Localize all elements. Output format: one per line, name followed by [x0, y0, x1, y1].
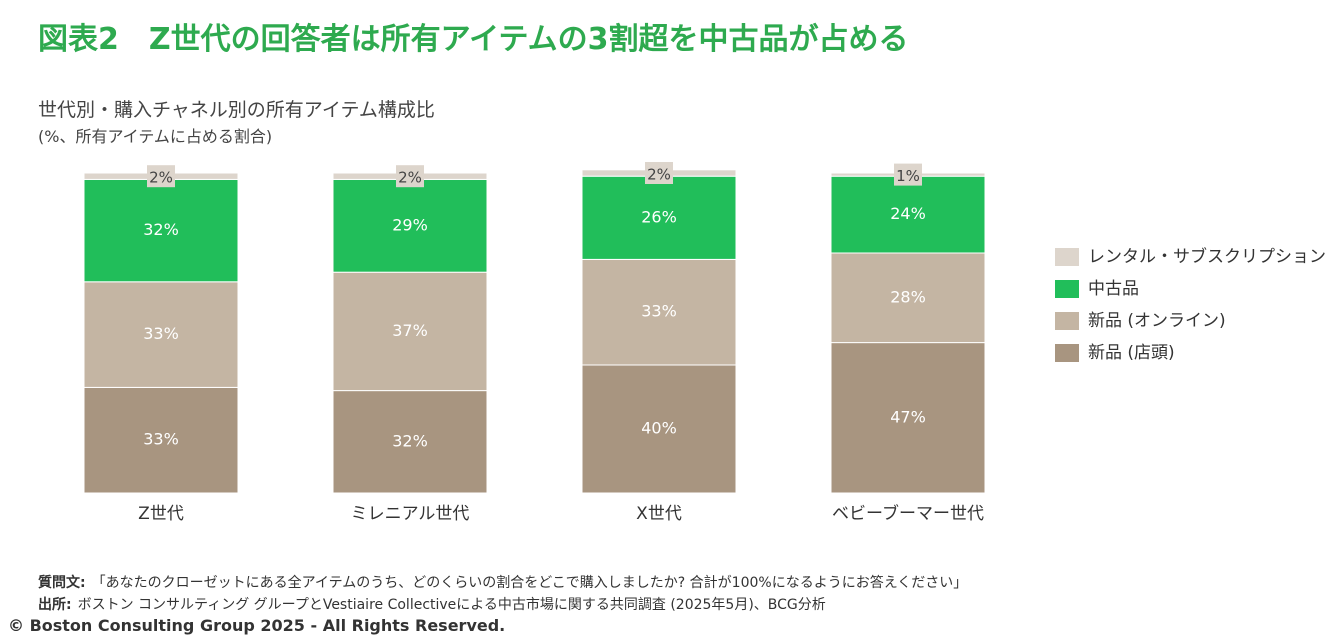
- bar-segment: [830, 342, 986, 494]
- bar-segment: [332, 271, 488, 392]
- value-label: 2%: [647, 166, 671, 184]
- value-label: 1%: [896, 167, 920, 185]
- bar-segment: [581, 175, 737, 260]
- value-label: 28%: [890, 287, 926, 306]
- note: 質問文: 「あなたのクローゼットにある全アイテムのうち、どのくらいの割合をどこで購…: [38, 572, 967, 592]
- bar-segment: [83, 281, 239, 388]
- legend-label: 新品 (オンライン): [1088, 311, 1226, 331]
- legend-label: レンタル・サブスクリプション: [1088, 246, 1326, 267]
- value-label: 2%: [149, 169, 173, 187]
- value-label: 32%: [143, 220, 179, 239]
- value-label: 29%: [392, 215, 428, 234]
- note-text: ボストン コンサルティング グループとVestiaire Collectiveに…: [77, 597, 826, 613]
- bar-segment: [332, 390, 488, 494]
- note: 出所: ボストン コンサルティング グループとVestiaire Collecti…: [38, 594, 826, 614]
- unit-note: (%、所有アイテムに占める割合): [38, 127, 273, 146]
- value-label: 40%: [641, 419, 677, 438]
- x-tick-label: ベビーブーマー世代: [832, 503, 984, 524]
- bar-segment: [830, 252, 986, 344]
- copyright: © Boston Consulting Group 2025 - All Rig…: [8, 616, 506, 635]
- legend-swatch: [1055, 248, 1079, 266]
- bar-segment: [83, 178, 239, 283]
- label-bg: [396, 165, 424, 188]
- value-label: 2%: [398, 169, 422, 187]
- value-label: 33%: [143, 324, 179, 343]
- label-bg: [894, 163, 922, 186]
- chart-title: 図表2 Z世代の回答者は所有アイテムの3割超を中古品が占める: [38, 22, 909, 57]
- legend-swatch: [1055, 280, 1079, 298]
- bar-segment: [830, 175, 986, 254]
- bar-segment: [581, 364, 737, 494]
- note-label: 出所:: [38, 597, 72, 613]
- bar-segment: [581, 258, 737, 366]
- legend-swatch: [1055, 312, 1079, 330]
- value-label: 37%: [392, 321, 428, 340]
- legend-label: 中古品: [1088, 279, 1139, 299]
- x-tick-label: ミレニアル世代: [351, 504, 470, 524]
- x-tick-label: X世代: [636, 504, 682, 524]
- value-label: 24%: [890, 204, 926, 223]
- legend-swatch: [1055, 344, 1079, 362]
- chart: 33% 33% 32% 2% Z世代 32% 37% 29% 2% ミレニアル世代 40% 33% 26…: [83, 162, 1326, 524]
- bar-segment: [332, 178, 488, 273]
- legend-label: 新品 (店頭): [1088, 343, 1175, 363]
- value-label: 33%: [143, 430, 179, 449]
- note-text: 「あなたのクローゼットにある全アイテムのうち、どのくらいの割合をどこで購入しまし…: [91, 575, 968, 591]
- value-label: 47%: [890, 407, 926, 426]
- value-label: 32%: [392, 431, 428, 450]
- chart-subtitle: 世代別・購入チャネル別の所有アイテム構成比: [38, 99, 435, 121]
- label-bg: [147, 165, 175, 188]
- value-label: 26%: [641, 207, 677, 226]
- note-label: 質問文:: [38, 575, 86, 591]
- x-tick-label: Z世代: [138, 504, 184, 524]
- value-label: 33%: [641, 302, 677, 321]
- label-bg: [645, 162, 673, 184]
